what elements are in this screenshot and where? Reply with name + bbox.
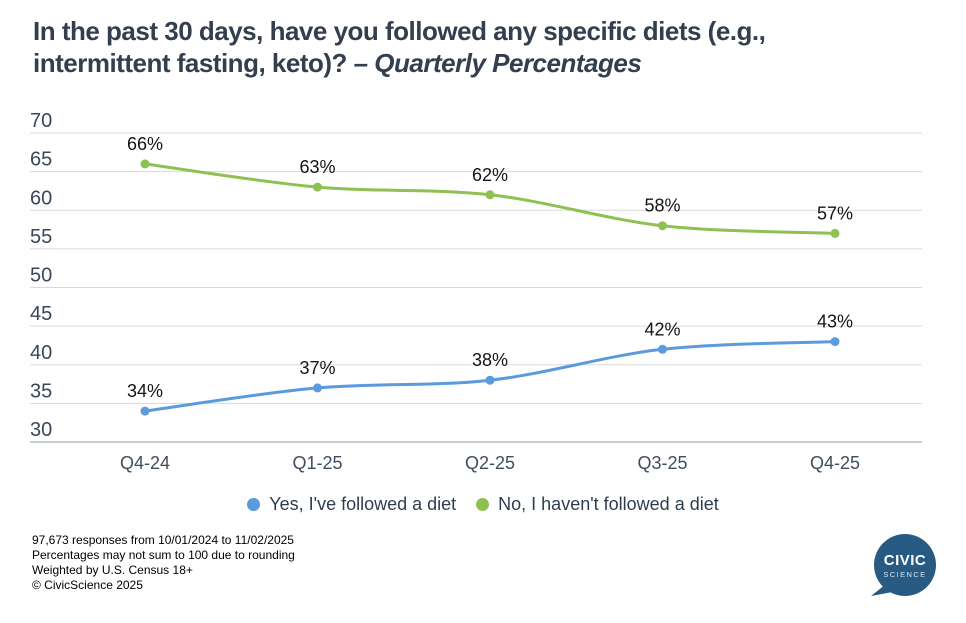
x-axis-category-label: Q3-25 xyxy=(637,453,687,473)
footnote-rounding: Percentages may not sum to 100 due to ro… xyxy=(32,548,295,562)
y-axis-tick-label: 50 xyxy=(30,265,52,287)
logo-bubble-icon xyxy=(874,534,936,596)
data-label: 57% xyxy=(817,203,853,223)
data-label: 62% xyxy=(472,165,508,185)
data-point[interactable] xyxy=(830,337,840,347)
legend-label-yes: Yes, I've followed a diet xyxy=(269,494,457,514)
data-point[interactable] xyxy=(485,190,495,200)
x-axis-category-label: Q1-25 xyxy=(292,453,342,473)
y-axis-tick-label: 70 xyxy=(30,110,52,132)
data-label: 63% xyxy=(299,157,335,177)
data-label: 42% xyxy=(644,319,680,339)
legend-item-yes[interactable]: Yes, I've followed a diet xyxy=(247,494,456,515)
footnotes: 97,673 responses from 10/01/2024 to 11/0… xyxy=(32,533,295,593)
y-axis-tick-label: 45 xyxy=(30,303,52,325)
data-point[interactable] xyxy=(313,182,322,192)
y-axis-tick-label: 55 xyxy=(30,226,52,248)
legend-marker-yes-icon xyxy=(247,498,261,511)
y-axis-tick-label: 65 xyxy=(30,149,52,171)
data-label: 38% xyxy=(472,350,508,370)
logo-text-civic: CIVIC xyxy=(884,552,927,569)
chart-title-main: In the past 30 days, have you followed a… xyxy=(33,16,766,78)
data-label: 58% xyxy=(644,196,680,216)
data-point[interactable] xyxy=(140,159,150,169)
logo-bubble-tail xyxy=(871,584,898,596)
data-point[interactable] xyxy=(485,375,495,385)
legend-marker-no-icon xyxy=(476,498,490,511)
data-label: 43% xyxy=(817,312,853,332)
data-point[interactable] xyxy=(658,221,667,231)
footnote-responses: 97,673 responses from 10/01/2024 to 11/0… xyxy=(32,533,294,547)
logo-text-science: SCIENCE xyxy=(883,570,926,579)
y-axis-tick-label: 35 xyxy=(30,380,52,402)
x-axis-category-label: Q4-25 xyxy=(810,453,860,473)
data-point[interactable] xyxy=(313,383,322,393)
chart-svg: 70 65 60 55 50 45 40 35 30 Q4-24 Q1-25 Q2-25 Q3-25 Q4… xyxy=(30,110,922,473)
data-label: 66% xyxy=(127,134,163,154)
plot-area: 70 65 60 55 50 45 40 35 30 Q4-24 Q1-25 Q2-25 Q3-25 Q4… xyxy=(0,110,966,482)
data-point[interactable] xyxy=(830,228,840,238)
x-axis-category-label: Q2-25 xyxy=(465,453,515,473)
data-label: 37% xyxy=(299,358,335,378)
data-label: 34% xyxy=(127,381,163,401)
y-axis-tick-label: 60 xyxy=(30,187,52,209)
civicscience-logo: CIVIC SCIENCE xyxy=(871,534,936,596)
legend-item-no[interactable]: No, I haven't followed a diet xyxy=(476,494,719,515)
y-axis-tick-label: 30 xyxy=(30,419,52,441)
chart-title: In the past 30 days, have you followed a… xyxy=(33,15,883,79)
legend-label-no: No, I haven't followed a diet xyxy=(498,494,719,514)
legend: Yes, I've followed a diet No, I haven't … xyxy=(0,494,966,515)
footnote-copyright: © CivicScience 2025 xyxy=(32,578,143,592)
y-axis-tick-label: 40 xyxy=(30,342,52,364)
chart-title-emphasis: – Quarterly Percentages xyxy=(353,48,642,78)
data-point[interactable] xyxy=(658,344,667,354)
footnote-weighting: Weighted by U.S. Census 18+ xyxy=(32,563,193,577)
x-axis-category-label: Q4-24 xyxy=(120,453,170,473)
data-point[interactable] xyxy=(140,406,150,416)
